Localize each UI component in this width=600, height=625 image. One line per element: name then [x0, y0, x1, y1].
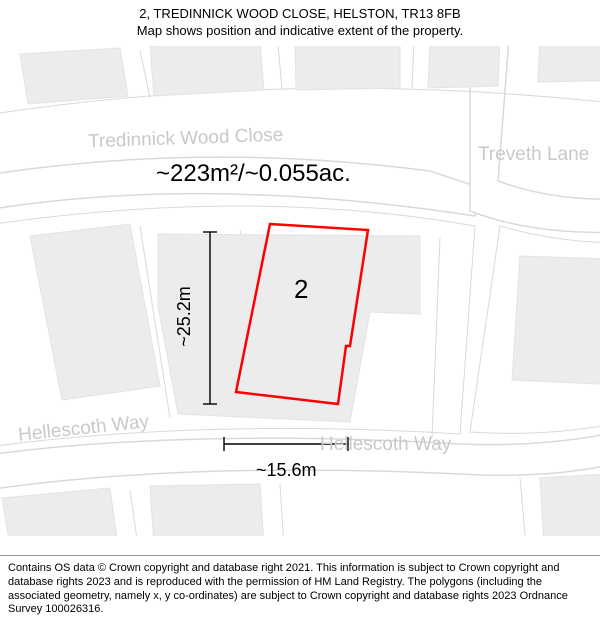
bldg-top-right — [538, 46, 600, 82]
dim-horizontal-label: ~15.6m — [256, 460, 317, 481]
bldg-top-4 — [428, 46, 500, 88]
bldg-top-1 — [20, 48, 128, 104]
road-label-hellescoth-right: Hellescoth Way — [320, 434, 451, 456]
bldg-bot-3 — [540, 472, 600, 536]
bldg-right-mid — [512, 256, 600, 386]
footer-text: Contains OS data © Crown copyright and d… — [8, 562, 568, 615]
map-area: Tredinnick Wood Close Treveth Lane Helle… — [0, 46, 600, 536]
footer: Contains OS data © Crown copyright and d… — [0, 555, 600, 625]
area-label: ~223m²/~0.055ac. — [156, 160, 351, 188]
header: 2, TREDINNICK WOOD CLOSE, HELSTON, TR13 … — [0, 0, 600, 42]
bldg-bot-2 — [150, 484, 264, 536]
plot-number: 2 — [294, 274, 308, 305]
bldg-top-2 — [150, 46, 264, 96]
bldg-top-3 — [295, 46, 400, 90]
header-subtitle: Map shows position and indicative extent… — [10, 23, 590, 40]
header-title: 2, TREDINNICK WOOD CLOSE, HELSTON, TR13 … — [10, 6, 590, 23]
dim-vertical-label: ~25.2m — [174, 286, 195, 347]
road-label-treveth: Treveth Lane — [478, 144, 589, 166]
